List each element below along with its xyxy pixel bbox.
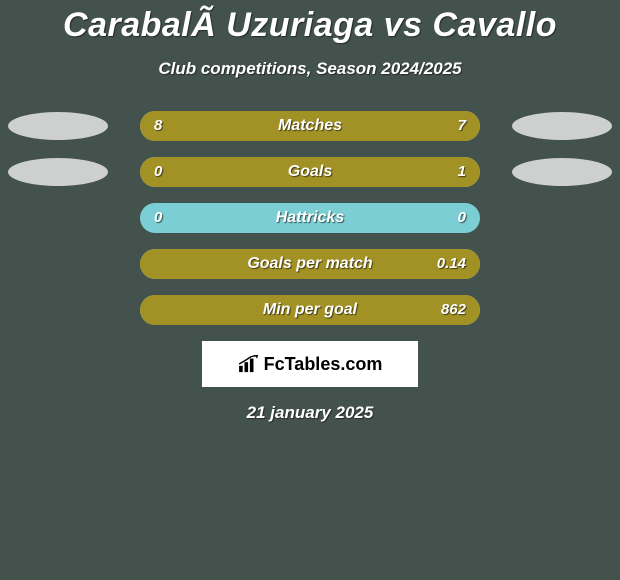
stat-value-right: 1 [458,157,466,187]
stat-row: Goals per match0.14 [0,249,620,279]
stat-label: Hattricks [140,203,480,233]
comparison-title: CarabalÃ­ Uzuriaga vs Cavallo [0,0,620,45]
stat-value-right: 862 [441,295,466,325]
stat-value-left: 8 [154,111,162,141]
stat-value-right: 7 [458,111,466,141]
stat-bar: Min per goal862 [140,295,480,325]
stat-rows: Matches87Goals01Hattricks00Goals per mat… [0,111,620,325]
stat-value-right: 0 [458,203,466,233]
chart-icon [238,355,260,373]
stat-bar: Hattricks0 0 [140,203,480,233]
date: 21 january 2025 [0,403,620,423]
stat-value-left: 0 [154,157,162,187]
stat-row: Matches8 7 [0,111,620,141]
stat-row: Min per goal862 [0,295,620,325]
player-left-marker [8,158,108,186]
player-right-marker [512,158,612,186]
logo-text: FcTables.com [264,354,383,375]
logo-box: FcTables.com [202,341,418,387]
stat-bar: Goals per match0.14 [140,249,480,279]
logo: FcTables.com [238,354,383,375]
stat-label: Matches [140,111,480,141]
comparison-subtitle: Club competitions, Season 2024/2025 [0,59,620,79]
player-left-marker [8,112,108,140]
stat-bar: Goals0 1 [140,157,480,187]
stat-value-right: 0.14 [437,249,466,279]
stat-row: Goals0 1 [0,157,620,187]
stat-label: Goals per match [140,249,480,279]
stat-row: Hattricks0 0 [0,203,620,233]
player-right-marker [512,112,612,140]
stat-label: Goals [140,157,480,187]
stat-label: Min per goal [140,295,480,325]
stat-value-left: 0 [154,203,162,233]
stat-bar: Matches8 7 [140,111,480,141]
